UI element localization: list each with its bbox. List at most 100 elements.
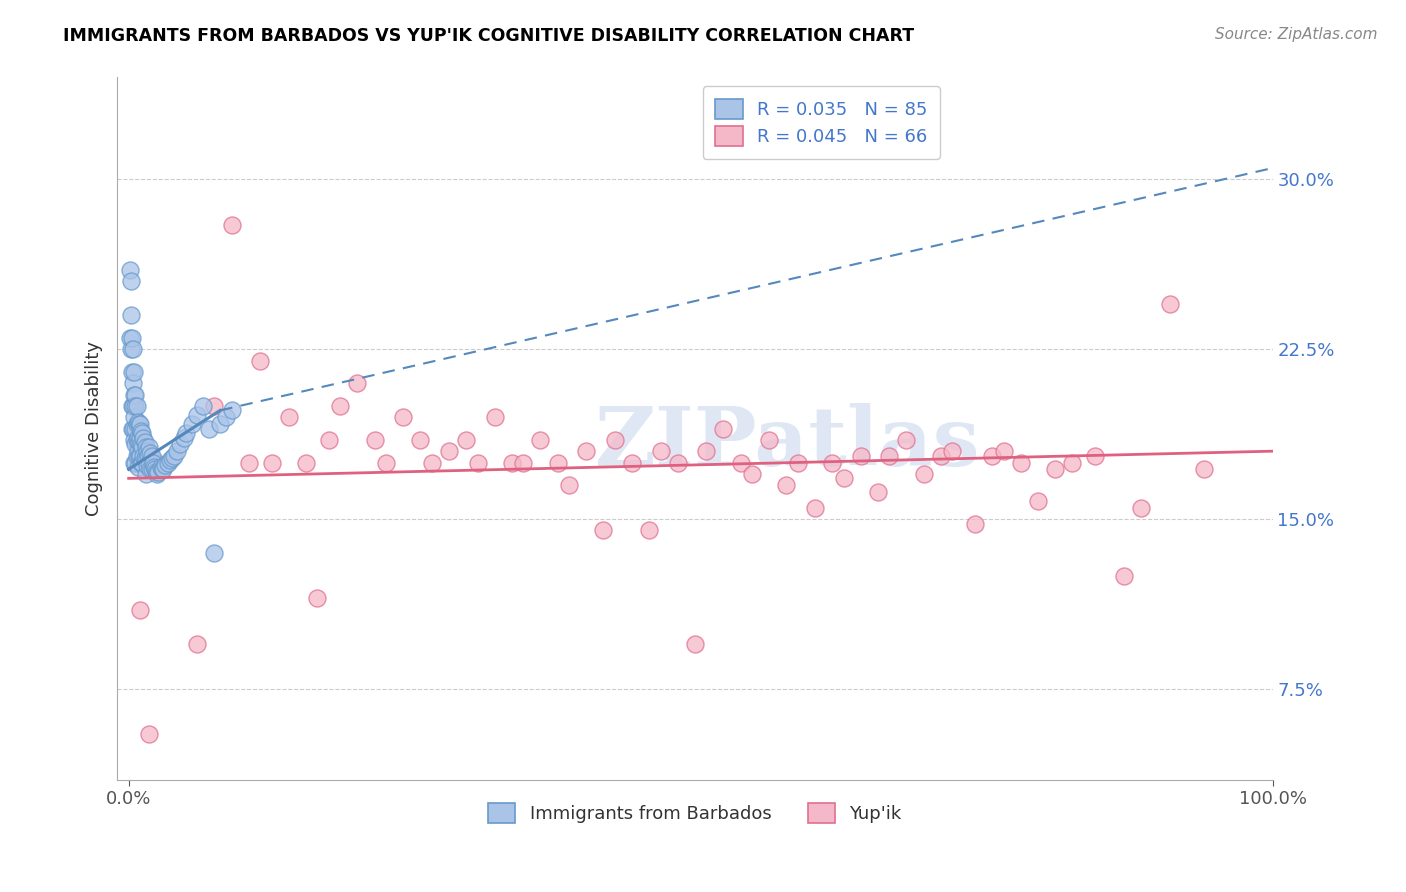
Point <box>129 449 152 463</box>
Point <box>409 433 432 447</box>
Point <box>191 399 214 413</box>
Point <box>238 456 260 470</box>
Point <box>127 460 149 475</box>
Point <box>1112 568 1135 582</box>
Point <box>129 603 152 617</box>
Point <box>149 460 172 475</box>
Point <box>1062 456 1084 470</box>
Y-axis label: Cognitive Disability: Cognitive Disability <box>86 341 103 516</box>
Point <box>249 353 271 368</box>
Point <box>163 449 186 463</box>
Point <box>121 399 143 413</box>
Point <box>134 435 156 450</box>
Point <box>136 449 159 463</box>
Point <box>128 435 150 450</box>
Point <box>125 417 148 431</box>
Point <box>1043 462 1066 476</box>
Point <box>650 444 672 458</box>
Point <box>221 218 243 232</box>
Point <box>125 399 148 413</box>
Point <box>1192 462 1215 476</box>
Point <box>120 308 142 322</box>
Point <box>467 456 489 470</box>
Point <box>173 431 195 445</box>
Point <box>131 440 153 454</box>
Point <box>132 449 155 463</box>
Point <box>896 433 918 447</box>
Point <box>180 417 202 431</box>
Point <box>501 456 523 470</box>
Point <box>146 456 169 470</box>
Point <box>603 433 626 447</box>
Point <box>120 343 142 357</box>
Point <box>142 456 165 470</box>
Point <box>124 437 146 451</box>
Point <box>124 421 146 435</box>
Point <box>1159 297 1181 311</box>
Point <box>120 274 142 288</box>
Point <box>136 458 159 472</box>
Point <box>127 431 149 445</box>
Point <box>592 524 614 538</box>
Point <box>122 421 145 435</box>
Point <box>204 546 226 560</box>
Point <box>307 591 329 606</box>
Point <box>318 433 340 447</box>
Point <box>122 399 145 413</box>
Point <box>454 433 477 447</box>
Point <box>146 467 169 481</box>
Point <box>135 467 157 481</box>
Point <box>993 444 1015 458</box>
Point <box>124 433 146 447</box>
Point <box>804 500 827 515</box>
Point <box>730 456 752 470</box>
Point <box>866 485 889 500</box>
Point <box>127 444 149 458</box>
Point <box>277 410 299 425</box>
Point <box>166 444 188 458</box>
Point <box>118 331 141 345</box>
Point <box>135 453 157 467</box>
Point <box>128 417 150 431</box>
Point <box>620 456 643 470</box>
Point <box>832 471 855 485</box>
Point <box>124 456 146 470</box>
Point <box>981 449 1004 463</box>
Point <box>143 462 166 476</box>
Point <box>329 399 352 413</box>
Point <box>215 410 238 425</box>
Point <box>124 399 146 413</box>
Point <box>122 376 145 391</box>
Point <box>1084 449 1107 463</box>
Point <box>209 417 232 431</box>
Point <box>148 465 170 479</box>
Point <box>139 462 162 476</box>
Point <box>138 456 160 470</box>
Point <box>127 415 149 429</box>
Point <box>131 456 153 470</box>
Point <box>420 456 443 470</box>
Point <box>142 460 165 475</box>
Point <box>638 524 661 538</box>
Point <box>575 444 598 458</box>
Point <box>695 444 717 458</box>
Point <box>375 456 398 470</box>
Point <box>141 449 163 463</box>
Point <box>174 425 197 440</box>
Point <box>1010 456 1032 470</box>
Point <box>775 478 797 492</box>
Point <box>121 365 143 379</box>
Point <box>1026 494 1049 508</box>
Point <box>152 462 174 476</box>
Point <box>547 456 569 470</box>
Point <box>786 456 808 470</box>
Point <box>879 449 901 463</box>
Point <box>125 433 148 447</box>
Point <box>912 467 935 481</box>
Point <box>122 343 145 357</box>
Point <box>941 444 963 458</box>
Point <box>121 421 143 435</box>
Point <box>346 376 368 391</box>
Point <box>129 431 152 445</box>
Point <box>129 456 152 470</box>
